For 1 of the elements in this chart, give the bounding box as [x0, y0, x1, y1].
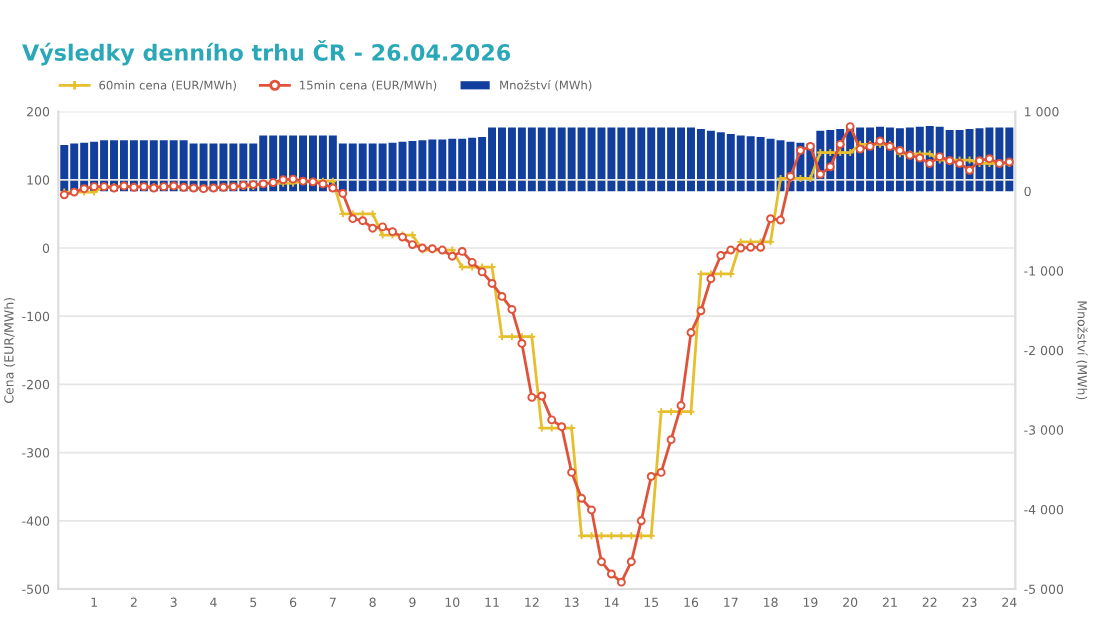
chart-title: Výsledky denního trhu ČR - 26.04.2026 — [22, 40, 511, 66]
